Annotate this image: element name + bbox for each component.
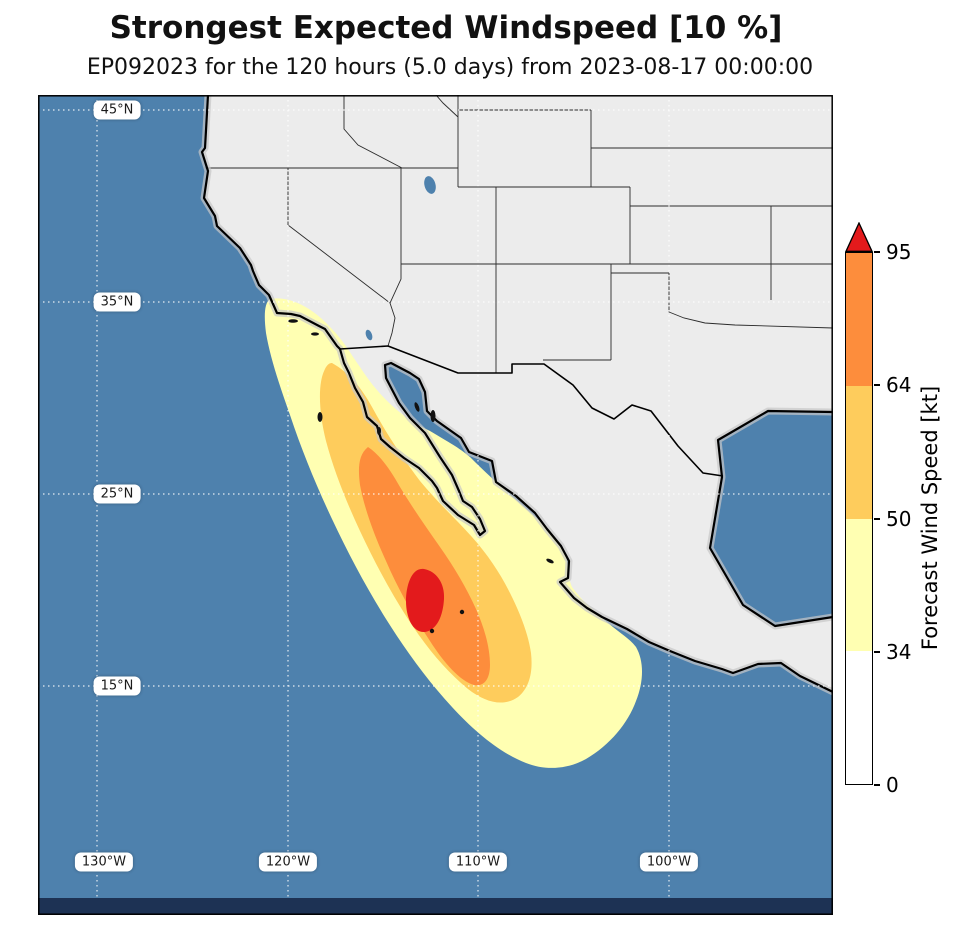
islands (288, 319, 554, 634)
colorbar (845, 252, 873, 785)
tiburon-island (430, 410, 436, 422)
lakes (365, 176, 436, 341)
colorbar-segment-50-64 (846, 385, 872, 519)
us-mexico-border (339, 345, 724, 477)
colorbar-tick-mark (874, 384, 880, 386)
lon-label-120w: 120°W (258, 852, 318, 872)
map-frame (38, 95, 833, 915)
page-title: Strongest Expected Windspeed [10 %] (109, 10, 783, 46)
colorbar-tick-mark (874, 251, 880, 253)
colorbar-tick-50: 50 (886, 507, 912, 531)
lat-label-35n: 35°N (93, 292, 141, 312)
us-state-borders (205, 94, 834, 373)
wind-contour-64kt (358, 447, 490, 686)
lat-label-15n: 15°N (93, 676, 141, 696)
page-subtitle: EP092023 for the 120 hours (5.0 days) fr… (86, 55, 814, 80)
colorbar-tick-34: 34 (886, 640, 912, 664)
lat-label-45n: 45°N (93, 100, 141, 120)
socorro-island (459, 609, 465, 615)
colorbar-tick-mark (874, 518, 880, 520)
gulf-of-mexico (710, 411, 833, 626)
colorbar-tick-mark (874, 784, 880, 786)
map-footer-bar (38, 898, 833, 915)
islas-marias (546, 558, 554, 564)
lat-label-25n: 25°N (93, 484, 141, 504)
angel-de-la-guarda-island (414, 402, 420, 412)
great-salt-lake (424, 176, 436, 194)
cedros-island (377, 427, 381, 435)
colorbar-segment-34-50 (846, 518, 872, 652)
coastline (200, 93, 835, 694)
colorbar-segment-64-95 (846, 253, 872, 386)
colorbar-tick-mark (874, 651, 880, 653)
small-island (429, 628, 435, 634)
lon-label-110w: 110°W (448, 852, 508, 872)
colorbar-tick-64: 64 (886, 373, 912, 397)
wind-contours (264, 298, 642, 768)
map-canvas (38, 91, 837, 915)
colorbar-segment-0-34 (846, 651, 872, 784)
land-region (202, 95, 833, 692)
guadalupe-island (317, 412, 323, 422)
lon-label-130w: 130°W (74, 852, 134, 872)
lon-label-100w: 100°W (639, 852, 699, 872)
colorbar-tick-95: 95 (886, 240, 912, 264)
colorbar-extend-arrow (845, 222, 873, 252)
forecast-map: 45°N 35°N 25°N 15°N 130°W 120°W 110°W 10… (38, 91, 837, 915)
colorbar-tick-0: 0 (886, 773, 899, 797)
channel-island (311, 332, 319, 336)
colorbar-axis-label: Forecast Wind Speed [kt] (918, 385, 942, 651)
wind-contour-95kt (406, 568, 445, 633)
channel-island (288, 319, 298, 323)
salton-sea (365, 329, 373, 341)
